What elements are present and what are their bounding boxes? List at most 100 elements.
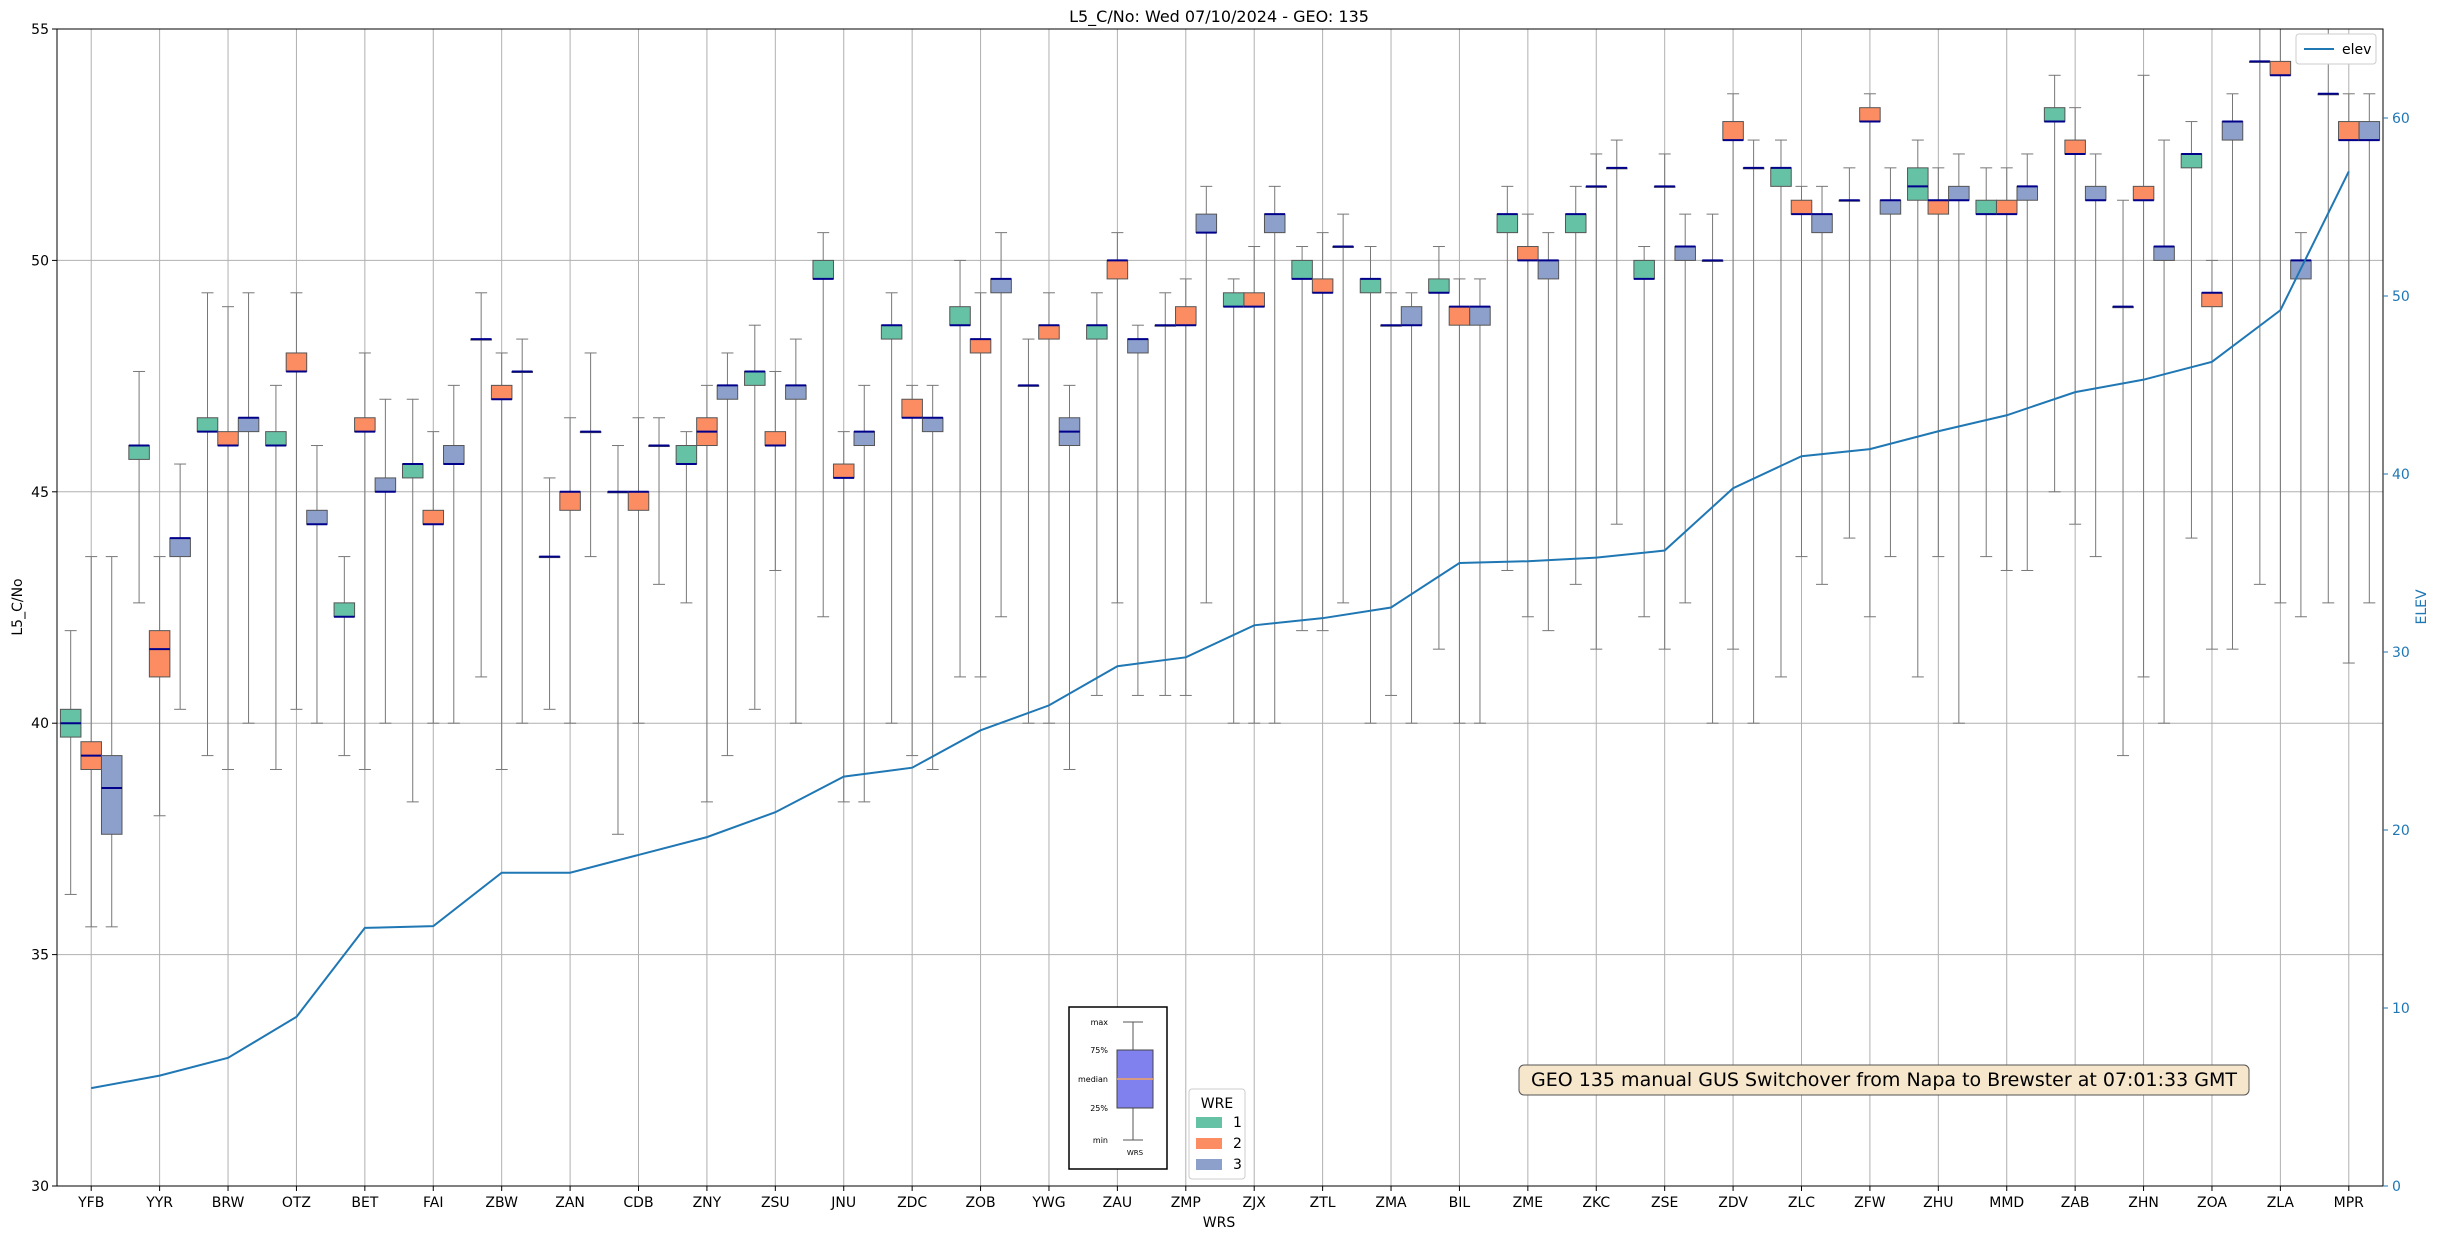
box-wre-2 xyxy=(354,417,376,433)
box-wre-2 xyxy=(969,338,992,354)
box-wre-2 xyxy=(2064,139,2086,155)
box-wre-3 xyxy=(1195,213,1218,234)
box-wre-2 xyxy=(217,431,239,447)
wre-legend: WRE 1 2 3 xyxy=(1188,1088,1246,1180)
box-whiskers xyxy=(64,28,2376,928)
x-tick-label: ZLA xyxy=(2267,1195,2295,1211)
box-wre-2 xyxy=(1859,107,1881,123)
box-wre-2 xyxy=(832,463,855,479)
x-tick-label: FAI xyxy=(423,1195,443,1211)
y-right-tick-label: 40 xyxy=(2392,467,2410,483)
box-wre-1 xyxy=(1975,199,1997,215)
x-tick-label: CDB xyxy=(623,1195,653,1211)
x-tick-label: MMD xyxy=(1989,1195,2024,1211)
x-tick-label: ZDC xyxy=(897,1195,927,1211)
box-wre-1 xyxy=(2180,153,2203,169)
box-wre-2 xyxy=(1927,199,1950,215)
x-axis-label: WRS xyxy=(1203,1215,1236,1231)
y-tick-label: 55 xyxy=(31,22,49,38)
y-right-tick-label: 60 xyxy=(2392,111,2410,127)
box-key-label-max: max xyxy=(1091,1018,1109,1027)
box-key-inset: max 75% median 25% min WRS xyxy=(1068,1006,1168,1170)
x-tick-label: ZLC xyxy=(1788,1195,1815,1211)
x-tick-label: ZSU xyxy=(761,1195,790,1211)
y-right-tick-label: 20 xyxy=(2392,823,2410,839)
box-wre-3 xyxy=(306,509,328,525)
elev-line xyxy=(91,170,2350,1090)
box-wre-2 xyxy=(2269,60,2292,76)
axes: YFB YYR BRW OTZ BET FAI ZBW ZAN CDB ZNY ZSU JNU ZDC Z… xyxy=(31,22,2410,1211)
wre-legend-frame xyxy=(1188,1088,1246,1180)
box-wre-1 xyxy=(1428,278,1450,294)
box-wre-1 xyxy=(401,463,424,479)
box-wre-2 xyxy=(764,431,787,447)
box-wre-1 xyxy=(1291,259,1313,280)
box-wre-3 xyxy=(2153,246,2175,261)
x-tick-label: YFB xyxy=(77,1195,104,1211)
box-wre-2 xyxy=(2338,121,2360,141)
box-wre-2 xyxy=(1243,292,1265,308)
box-key-label-75: 75% xyxy=(1090,1046,1108,1055)
plot-frame xyxy=(56,28,2384,1187)
x-tick-label: YYR xyxy=(145,1195,173,1211)
elev-legend-frame xyxy=(2295,33,2377,65)
box-wre-1 xyxy=(128,445,150,460)
y-axis-right-label: ELEV xyxy=(2414,589,2430,624)
x-tick-label: ZAB xyxy=(2061,1195,2090,1211)
box-wre-3 xyxy=(1811,213,1833,234)
x-tick-label: BRW xyxy=(212,1195,245,1211)
x-tick-label: YWG xyxy=(1031,1195,1065,1211)
box-wre-1 xyxy=(949,306,971,326)
y-right-tick-label: 50 xyxy=(2392,289,2410,305)
x-tick-label: ZDV xyxy=(1718,1195,1748,1211)
x-tick-label: OTZ xyxy=(282,1195,311,1211)
wre-legend-swatch-2 xyxy=(1196,1138,1222,1149)
x-tick-label: ZBW xyxy=(485,1195,518,1211)
x-tick-label: ZJX xyxy=(1243,1195,1267,1211)
box-wre-1 xyxy=(1222,292,1245,308)
box-wre-1 xyxy=(1564,213,1587,234)
box-wre-2 xyxy=(285,352,308,372)
box-wre-2 xyxy=(901,398,923,419)
box-wre-2 xyxy=(1448,306,1471,326)
x-tick-label: ZNY xyxy=(693,1195,722,1211)
box-wre-2 xyxy=(1106,259,1129,280)
box-wre-3 xyxy=(2016,185,2039,201)
box-wre-3 xyxy=(1263,213,1286,234)
x-tick-label: ZAU xyxy=(1103,1195,1132,1211)
box-wre-3 xyxy=(1127,338,1149,354)
box-wre-3 xyxy=(2358,121,2381,141)
box-wre-1 xyxy=(1086,324,1108,340)
box-wre-3 xyxy=(443,445,465,465)
boxes xyxy=(59,60,2381,835)
box-wre-2 xyxy=(490,384,513,400)
box-wre-1 xyxy=(196,417,219,433)
x-tick-label: ZHN xyxy=(2128,1195,2159,1211)
x-tick-label: ZAN xyxy=(555,1195,585,1211)
wre-legend-label-2: 2 xyxy=(1233,1136,1242,1152)
elev-legend-label: elev xyxy=(2342,42,2371,58)
x-tick-label: ZMP xyxy=(1171,1195,1201,1211)
x-tick-label: JNU xyxy=(830,1195,856,1211)
x-tick-label: ZMA xyxy=(1375,1195,1407,1211)
box-wre-3 xyxy=(853,431,876,447)
box-wre-2 xyxy=(1311,278,1334,294)
box-wre-3 xyxy=(1948,185,1970,201)
box-wre-3 xyxy=(2221,121,2244,141)
box-wre-2 xyxy=(422,509,445,525)
box-wre-2 xyxy=(1995,199,2018,215)
switchover-annotation: GEO 135 manual GUS Switchover from Napa … xyxy=(1518,1064,2250,1096)
y-tick-label: 50 xyxy=(31,253,49,269)
y-tick-label: 45 xyxy=(31,485,49,501)
box-wre-3 xyxy=(990,278,1012,294)
box-wre-1 xyxy=(1907,167,1929,201)
box-wre-1 xyxy=(265,431,287,447)
box-wre-1 xyxy=(812,259,834,280)
y-tick-label: 35 xyxy=(31,948,49,964)
box-wre-3 xyxy=(2084,185,2107,201)
x-tick-label: ZSE xyxy=(1651,1195,1678,1211)
box-wre-3 xyxy=(169,537,191,558)
y-tick-label: 30 xyxy=(31,1179,49,1195)
box-wre-1 xyxy=(1496,213,1519,234)
